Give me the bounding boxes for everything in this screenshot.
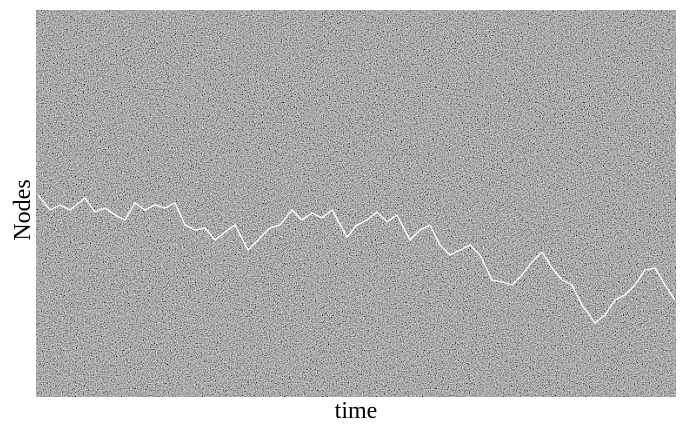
walk-line	[37, 194, 676, 324]
noise-texture	[36, 10, 676, 397]
y-axis-label: Nodes	[10, 179, 36, 240]
x-axis-label: time	[335, 398, 378, 424]
